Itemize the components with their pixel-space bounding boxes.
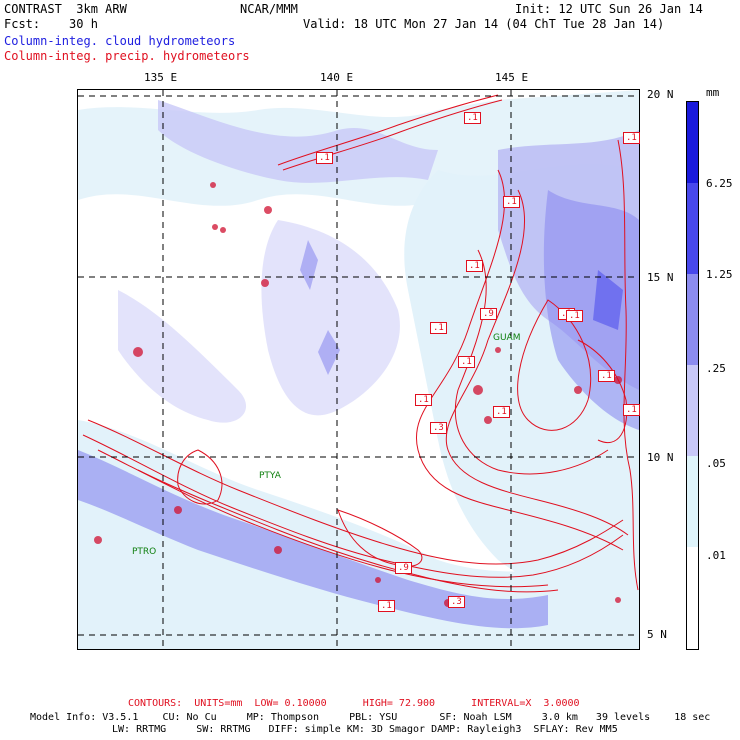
model-info-line-1: Model Info: V3.5.1 CU: No Cu MP: Thompso…	[30, 712, 711, 723]
contour-label: .3	[430, 422, 447, 434]
contour-label: .1	[316, 152, 333, 164]
contour-label: .1	[623, 404, 640, 416]
forecast-hour: Fcst: 30 h	[4, 17, 98, 31]
colorbar-label: 1.25	[706, 268, 733, 281]
colorbar-swatch-2	[686, 183, 699, 274]
model-info-line-2: LW: RRTMG SW: RRTMG DIFF: simple KM: 3D …	[112, 724, 618, 735]
graticule	[78, 90, 639, 649]
colorbar-swatch-5	[686, 456, 699, 547]
city-label-ptya: PTYA	[259, 471, 281, 481]
lon-label-145: 145 E	[495, 71, 529, 84]
colorbar-swatch-3	[686, 274, 699, 365]
contour-label: .3	[448, 596, 465, 608]
contour-label: .1	[598, 370, 615, 382]
cloud-shading	[78, 90, 639, 649]
city-label-ptro: PTRO	[132, 547, 157, 557]
contour-label: .1	[566, 310, 583, 322]
contour-label: .9	[480, 308, 497, 320]
lat-label-10: 10 N	[647, 451, 674, 464]
lat-label-15: 15 N	[647, 271, 674, 284]
lat-label-20: 20 N	[647, 88, 674, 101]
contour-label: .1	[464, 112, 481, 124]
contour-label: .1	[430, 322, 447, 334]
map-panel: .1 .1 .1 .1 .1 .1 .9 .1 .1 .1 .3 .1 .9 .…	[77, 89, 640, 650]
valid-time: Valid: 18 UTC Mon 27 Jan 14 (04 ChT Tue …	[303, 17, 665, 31]
map-canvas	[78, 90, 639, 649]
init-time: Init: 12 UTC Sun 26 Jan 14	[515, 2, 703, 16]
lat-label-5: 5 N	[647, 628, 667, 641]
colorbar-swatch-4	[686, 365, 699, 456]
contour-label: .9	[395, 562, 412, 574]
contour-label: .1	[493, 406, 510, 418]
colorbar-label: 6.25	[706, 177, 733, 190]
city-label-guam: GUAM	[493, 333, 521, 343]
contour-label: .1	[466, 260, 483, 272]
colorbar-swatch-6	[686, 547, 699, 650]
title-project: CONTRAST 3km ARW	[4, 2, 127, 16]
contour-label: .1	[458, 356, 475, 368]
contour-label: .1	[623, 132, 640, 144]
colorbar-label: .05	[706, 457, 726, 470]
contour-label: .1	[503, 196, 520, 208]
colorbar-label: .01	[706, 549, 726, 562]
field-label-precip: Column-integ. precip. hydrometeors	[4, 49, 250, 63]
lon-label-135: 135 E	[144, 71, 178, 84]
title-org: NCAR/MMM	[240, 2, 298, 16]
contour-info: CONTOURS: UNITS=mm LOW= 0.10000 HIGH= 72…	[128, 698, 580, 709]
contour-label: .1	[378, 600, 395, 612]
colorbar-label: .25	[706, 362, 726, 375]
precip-contours	[82, 94, 639, 593]
colorbar-swatch-1	[686, 101, 699, 183]
lon-label-140: 140 E	[320, 71, 354, 84]
field-label-cloud: Column-integ. cloud hydrometeors	[4, 34, 236, 48]
colorbar-unit: mm	[706, 86, 720, 99]
contour-label: .1	[415, 394, 432, 406]
